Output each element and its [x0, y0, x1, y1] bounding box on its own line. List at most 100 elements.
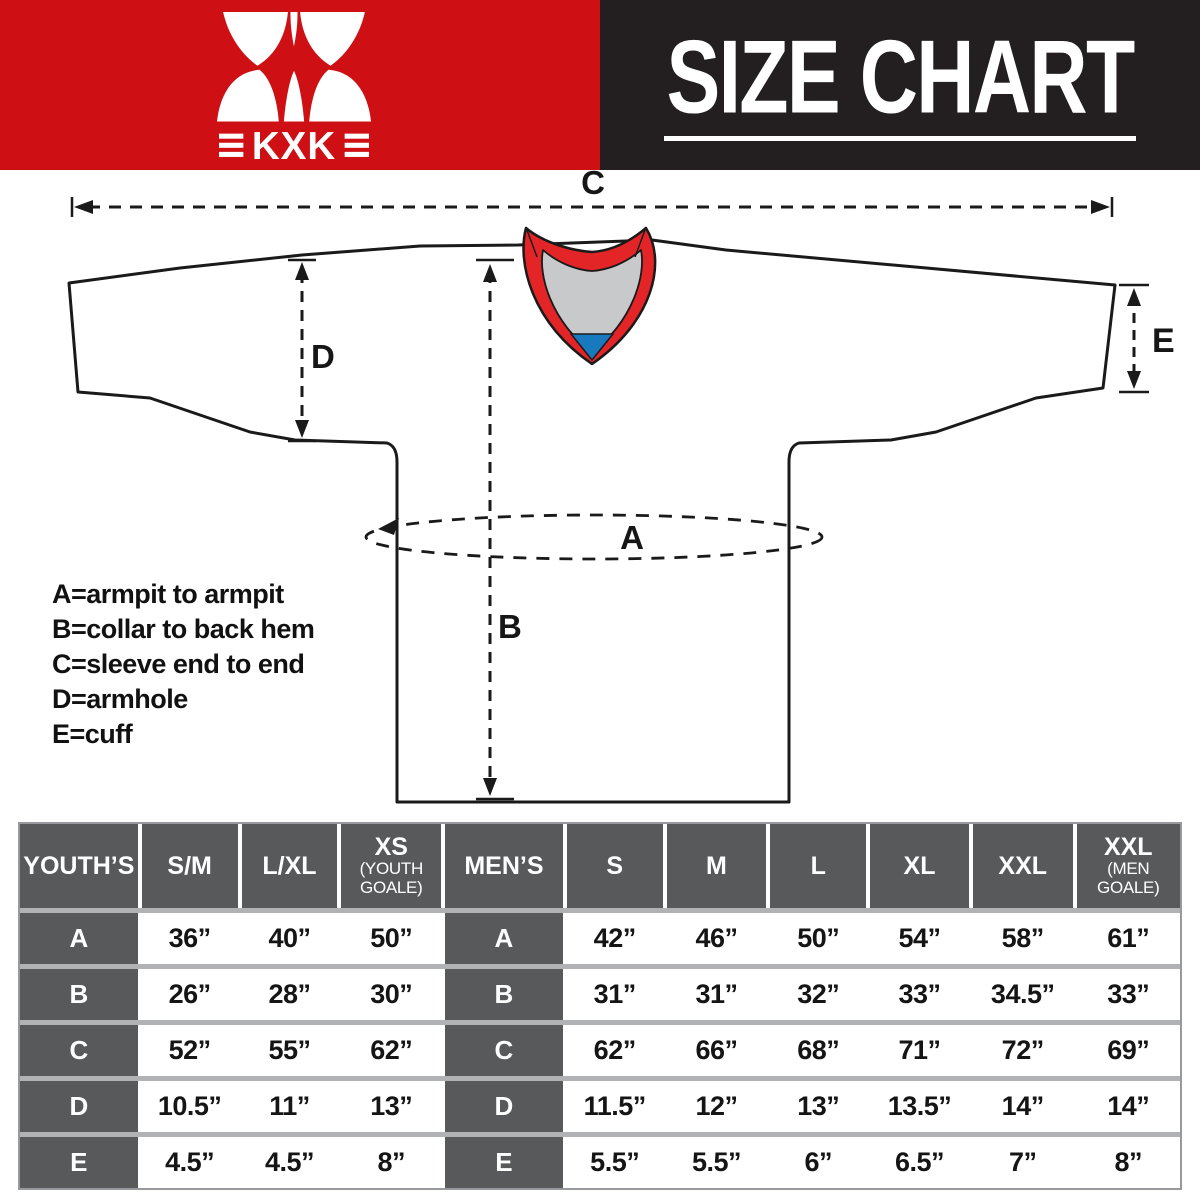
men-size-value: 31”: [566, 969, 663, 1020]
men-size-value: 5.5”: [666, 1137, 767, 1188]
men-size-value: 7”: [972, 1137, 1073, 1188]
men-size-value: 11.5”: [566, 1081, 663, 1132]
jersey-measurement-diagram: C D B: [67, 164, 1175, 804]
youth-size-value: 30”: [341, 969, 442, 1020]
legend-line-a: A=armpit to armpit: [52, 579, 284, 609]
men-size-value: 31”: [666, 969, 767, 1020]
column-label: XS: [374, 833, 408, 862]
corner-cell-youth: YOUTH’S: [20, 824, 138, 908]
men-column-header: M: [666, 824, 767, 908]
collar-insert: [570, 333, 614, 361]
men-size-value: 13”: [770, 1081, 867, 1132]
men-column-header: XXL (MEN GOALE): [1076, 824, 1180, 908]
table-row: B 26” 28” 30” B 31” 31” 32” 33” 34.5” 33”: [20, 969, 1180, 1020]
men-size-value: 14”: [972, 1081, 1073, 1132]
men-size-value: 71”: [870, 1025, 969, 1076]
collar-inner: [541, 249, 643, 354]
table-row: D 10.5” 11” 13” D 11.5” 12” 13” 13.5” 14” 14”: [20, 1081, 1180, 1132]
youth-size-value: 28”: [241, 969, 338, 1020]
legend-line-e: E=cuff: [52, 719, 133, 749]
table-header-row: YOUTH’S S/M L/XL XS (YOUTH GOALE) MEN’S S M L XL X…: [20, 824, 1180, 908]
column-label: S: [606, 851, 624, 880]
men-size-value: 72”: [972, 1025, 1073, 1076]
men-row-label: D: [445, 1081, 563, 1132]
youth-column-header: XS (YOUTH GOALE): [341, 824, 442, 908]
men-size-value: 13.5”: [870, 1081, 969, 1132]
brand-panel: KXK: [0, 0, 600, 170]
dimension-line-d: [288, 258, 316, 443]
column-label: S/M: [167, 851, 212, 880]
men-column-header: XXL: [972, 824, 1073, 908]
youth-row-label: C: [20, 1025, 138, 1076]
men-size-value: 58”: [972, 913, 1073, 964]
dimension-label-e: E: [1152, 322, 1175, 360]
men-size-value: 46”: [666, 913, 767, 964]
youth-size-value: 55”: [241, 1025, 338, 1076]
youth-size-value: 13”: [341, 1081, 442, 1132]
column-label: YOUTH’S: [23, 851, 135, 880]
youth-size-value: 10.5”: [141, 1081, 238, 1132]
men-size-value: 12”: [666, 1081, 767, 1132]
legend-line-c: C=sleeve end to end: [52, 649, 305, 679]
page-title: SIZE CHART: [666, 19, 1135, 135]
size-table: YOUTH’S S/M L/XL XS (YOUTH GOALE) MEN’S S M L XL X…: [18, 822, 1182, 1190]
dimension-label-d: D: [311, 338, 335, 375]
table-row: C 52” 55” 62” C 62” 66” 68” 71” 72” 69”: [20, 1025, 1180, 1076]
men-size-value: 33”: [870, 969, 969, 1020]
youth-size-value: 8”: [341, 1137, 442, 1188]
men-size-value: 5.5”: [566, 1137, 663, 1188]
column-label: XL: [903, 851, 936, 880]
youth-size-value: 4.5”: [141, 1137, 238, 1188]
youth-size-value: 52”: [141, 1025, 238, 1076]
column-label: L/XL: [262, 851, 317, 880]
youth-row-label: A: [20, 913, 138, 964]
men-row-label: C: [445, 1025, 563, 1076]
men-size-value: 69”: [1076, 1025, 1180, 1076]
dimension-line-b: [476, 258, 514, 801]
youth-size-value: 11”: [241, 1081, 338, 1132]
men-row-label: E: [445, 1137, 563, 1188]
dimension-line-e: [1119, 283, 1149, 394]
dimension-label-c: C: [581, 164, 605, 201]
kxk-logo-icon: KXK: [217, 12, 371, 162]
title-panel: SIZE CHART: [600, 0, 1200, 170]
men-size-value: 32”: [770, 969, 867, 1020]
column-label: L: [810, 851, 826, 880]
column-sublabel: (YOUTH GOALE): [359, 859, 424, 898]
logo-wordmark: KXK: [252, 125, 336, 162]
dimension-label-b: B: [498, 608, 522, 645]
men-size-value: 14”: [1076, 1081, 1180, 1132]
men-size-value: 68”: [770, 1025, 867, 1076]
dimension-ellipse-a: [364, 513, 824, 561]
men-row-label: A: [445, 913, 563, 964]
table-row: E 4.5” 4.5” 8” E 5.5” 5.5” 6” 6.5” 7” 8”: [20, 1137, 1180, 1188]
column-sublabel: (MEN GOALE): [1097, 859, 1160, 898]
youth-size-value: 50”: [341, 913, 442, 964]
men-column-header: XL: [870, 824, 969, 908]
youth-column-header: S/M: [141, 824, 238, 908]
title-underline: [664, 135, 1136, 141]
men-size-value: 61”: [1076, 913, 1180, 964]
men-size-value: 62”: [566, 1025, 663, 1076]
youth-size-value: 36”: [141, 913, 238, 964]
men-size-value: 50”: [770, 913, 867, 964]
dimension-line-c: [70, 197, 1114, 217]
men-size-value: 54”: [870, 913, 969, 964]
column-label: MEN’S: [464, 851, 544, 880]
dimension-label-a: A: [620, 519, 644, 556]
collar: [522, 226, 657, 366]
men-size-value: 8”: [1076, 1137, 1180, 1188]
column-label: XXL: [1103, 833, 1153, 862]
youth-row-label: B: [20, 969, 138, 1020]
men-column-header: L: [770, 824, 867, 908]
jersey-outline: [67, 238, 1117, 804]
youth-size-value: 62”: [341, 1025, 442, 1076]
youth-row-label: D: [20, 1081, 138, 1132]
column-label: M: [706, 851, 727, 880]
youth-size-value: 26”: [141, 969, 238, 1020]
youth-row-label: E: [20, 1137, 138, 1188]
men-size-value: 42”: [566, 913, 663, 964]
measurement-legend: A=armpit to armpit B=collar to back hem …: [52, 577, 315, 752]
legend-line-d: D=armhole: [52, 684, 188, 714]
men-column-header: S: [566, 824, 663, 908]
